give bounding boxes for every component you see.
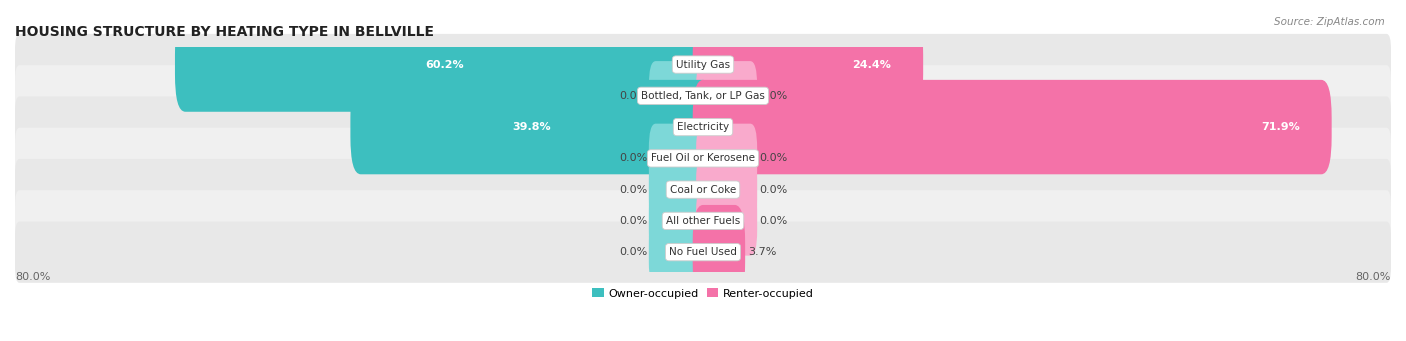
Text: 24.4%: 24.4% <box>852 60 891 70</box>
Text: 80.0%: 80.0% <box>1355 271 1391 282</box>
Text: 0.0%: 0.0% <box>619 184 647 195</box>
Text: 0.0%: 0.0% <box>619 247 647 257</box>
FancyBboxPatch shape <box>648 155 710 224</box>
FancyBboxPatch shape <box>696 186 758 256</box>
FancyBboxPatch shape <box>693 80 1331 174</box>
Text: Utility Gas: Utility Gas <box>676 60 730 70</box>
FancyBboxPatch shape <box>15 159 1391 220</box>
FancyBboxPatch shape <box>696 61 758 131</box>
FancyBboxPatch shape <box>174 17 713 112</box>
Legend: Owner-occupied, Renter-occupied: Owner-occupied, Renter-occupied <box>588 284 818 303</box>
Text: 0.0%: 0.0% <box>759 91 787 101</box>
Text: 80.0%: 80.0% <box>15 271 51 282</box>
FancyBboxPatch shape <box>648 124 710 193</box>
FancyBboxPatch shape <box>15 190 1391 252</box>
Text: Coal or Coke: Coal or Coke <box>669 184 737 195</box>
Text: Bottled, Tank, or LP Gas: Bottled, Tank, or LP Gas <box>641 91 765 101</box>
FancyBboxPatch shape <box>693 205 745 299</box>
Text: 71.9%: 71.9% <box>1261 122 1299 132</box>
FancyBboxPatch shape <box>696 124 758 193</box>
FancyBboxPatch shape <box>15 34 1391 95</box>
Text: No Fuel Used: No Fuel Used <box>669 247 737 257</box>
Text: Fuel Oil or Kerosene: Fuel Oil or Kerosene <box>651 153 755 163</box>
Text: HOUSING STRUCTURE BY HEATING TYPE IN BELLVILLE: HOUSING STRUCTURE BY HEATING TYPE IN BEL… <box>15 25 434 39</box>
Text: 0.0%: 0.0% <box>759 184 787 195</box>
Text: 0.0%: 0.0% <box>759 153 787 163</box>
FancyBboxPatch shape <box>15 65 1391 127</box>
Text: 0.0%: 0.0% <box>619 216 647 226</box>
Text: 0.0%: 0.0% <box>619 153 647 163</box>
FancyBboxPatch shape <box>15 97 1391 158</box>
Text: Source: ZipAtlas.com: Source: ZipAtlas.com <box>1274 17 1385 27</box>
FancyBboxPatch shape <box>696 155 758 224</box>
Text: 39.8%: 39.8% <box>513 122 551 132</box>
FancyBboxPatch shape <box>648 186 710 256</box>
Text: Electricity: Electricity <box>676 122 730 132</box>
FancyBboxPatch shape <box>648 61 710 131</box>
Text: 0.0%: 0.0% <box>759 216 787 226</box>
Text: 3.7%: 3.7% <box>748 247 776 257</box>
FancyBboxPatch shape <box>648 218 710 287</box>
Text: 60.2%: 60.2% <box>425 60 464 70</box>
FancyBboxPatch shape <box>15 222 1391 283</box>
FancyBboxPatch shape <box>693 17 924 112</box>
FancyBboxPatch shape <box>350 80 713 174</box>
Text: All other Fuels: All other Fuels <box>666 216 740 226</box>
FancyBboxPatch shape <box>15 128 1391 189</box>
Text: 0.0%: 0.0% <box>619 91 647 101</box>
